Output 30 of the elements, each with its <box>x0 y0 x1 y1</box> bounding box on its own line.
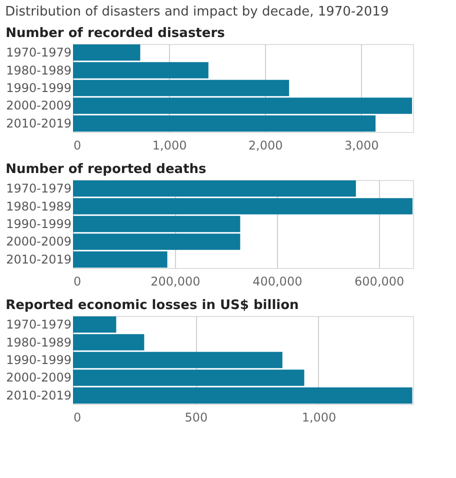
x-tick-label: 1,000 <box>152 138 187 152</box>
y-tick-label: 1990-1999 <box>6 217 72 231</box>
chart-subtitle: Number of recorded disasters <box>6 26 226 41</box>
y-tick-label: 2010-2019 <box>6 252 72 266</box>
y-tick-label: 2000-2009 <box>6 98 72 113</box>
chart-title: Reported economic losses in US$ billion <box>6 298 299 313</box>
y-tick-label: 2000-2009 <box>6 370 72 385</box>
y-tick-label: 2000-2009 <box>6 234 72 249</box>
y-tick-label: 1990-1999 <box>6 81 72 95</box>
y-tick-label: 2010-2019 <box>6 116 72 130</box>
x-tick-label: 0 <box>74 138 82 152</box>
x-tick-label: 1,000 <box>302 410 336 424</box>
x-tick-label: 0 <box>74 410 82 424</box>
y-tick-label: 1980-1989 <box>6 63 72 78</box>
chart-title: Distribution of disasters and impact by decade, 1970-2019 <box>5 4 389 20</box>
y-tick-label: 1980-1989 <box>6 199 72 214</box>
x-tick-label: 0 <box>74 274 82 288</box>
x-tick-label: 200,000 <box>150 274 200 288</box>
y-tick-label: 1970-1979 <box>6 182 72 196</box>
y-tick-label: 1970-1979 <box>6 46 72 60</box>
y-tick-label: 2010-2019 <box>6 388 72 402</box>
x-tick-label: 400,000 <box>252 274 302 288</box>
x-tick-label: 500 <box>184 410 208 424</box>
x-tick-label: 2,000 <box>248 138 283 152</box>
y-tick-label: 1980-1989 <box>6 335 72 350</box>
y-tick-label: 1990-1999 <box>6 353 72 367</box>
x-tick-label: 600,000 <box>354 274 404 288</box>
chart-title: Number of reported deaths <box>6 162 207 177</box>
x-tick-label: 3,000 <box>344 138 379 152</box>
y-tick-label: 1970-1979 <box>6 318 72 332</box>
